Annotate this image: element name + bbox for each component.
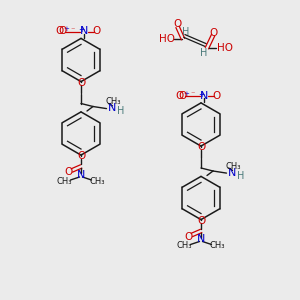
Text: N: N	[77, 169, 85, 180]
Text: O: O	[173, 19, 182, 29]
Text: O: O	[92, 26, 101, 37]
Text: H: H	[182, 27, 190, 38]
Text: ⁻: ⁻	[190, 90, 195, 99]
Text: +: +	[78, 25, 84, 34]
Text: +: +	[198, 90, 204, 99]
Text: O: O	[209, 28, 218, 38]
Text: CH₃: CH₃	[90, 177, 105, 186]
Text: N: N	[197, 234, 205, 244]
Text: N: N	[200, 91, 208, 101]
Text: N: N	[108, 103, 117, 113]
Text: O: O	[178, 91, 187, 101]
Text: H: H	[200, 48, 208, 59]
Text: O: O	[58, 26, 67, 37]
Text: O: O	[197, 142, 205, 152]
Text: O: O	[77, 151, 85, 161]
Text: +: +	[63, 26, 69, 32]
Text: CH₃: CH₃	[226, 162, 241, 171]
Text: O: O	[64, 167, 73, 177]
Text: ⁻: ⁻	[70, 25, 75, 34]
Text: N: N	[228, 167, 237, 178]
Text: HO: HO	[217, 43, 233, 53]
Text: H: H	[237, 171, 244, 181]
Text: O: O	[175, 91, 183, 101]
Text: O: O	[197, 216, 205, 226]
Text: CH₃: CH₃	[57, 177, 72, 186]
Text: CH₃: CH₃	[177, 242, 192, 250]
Text: +: +	[183, 91, 189, 97]
Text: O: O	[212, 91, 221, 101]
Text: N: N	[80, 26, 88, 37]
Text: O: O	[55, 26, 63, 37]
Text: H: H	[117, 106, 124, 116]
Text: CH₃: CH₃	[106, 98, 121, 106]
Text: HO: HO	[158, 34, 175, 44]
Text: CH₃: CH₃	[210, 242, 225, 250]
Text: O: O	[77, 78, 85, 88]
Text: O: O	[184, 232, 193, 242]
